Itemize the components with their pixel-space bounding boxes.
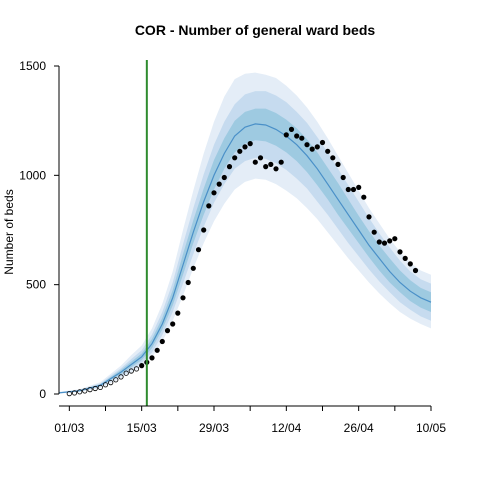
x-tick-label: 29/03	[199, 421, 229, 435]
y-tick-label: 0	[39, 387, 46, 401]
observed-point	[288, 126, 295, 132]
observed-point	[371, 229, 377, 235]
observed-point	[299, 135, 305, 141]
observed-point	[195, 247, 202, 253]
observed-point-open	[92, 385, 98, 392]
observed-point	[335, 161, 341, 167]
observed-point	[278, 159, 284, 165]
observed-point	[216, 181, 222, 187]
observed-point-open	[102, 382, 109, 388]
observed-point	[387, 238, 393, 244]
observed-point	[330, 155, 336, 161]
observed-point-open	[133, 366, 140, 372]
x-tick-label: 01/03	[54, 421, 84, 435]
chart-title: COR - Number of general ward beds	[135, 22, 376, 38]
observed-point	[221, 174, 227, 181]
observed-point	[175, 310, 181, 316]
y-tick-label: 500	[26, 278, 46, 292]
observed-point	[139, 362, 145, 369]
observed-point	[263, 164, 269, 170]
observed-point	[340, 174, 346, 181]
observed-point	[309, 146, 315, 152]
observed-point	[252, 159, 258, 165]
observed-point-open	[97, 384, 103, 390]
x-tick-label: 15/03	[127, 421, 157, 435]
observed-point-open	[118, 374, 124, 380]
observed-point	[350, 186, 357, 193]
observed-point	[402, 255, 408, 261]
observed-point-open	[128, 368, 134, 374]
observed-point	[314, 144, 320, 150]
observed-point	[397, 249, 403, 255]
observed-point	[237, 148, 243, 154]
y-axis-label: Number of beds	[2, 189, 16, 274]
observed-point	[294, 133, 300, 139]
observed-point	[304, 142, 310, 148]
observed-point	[154, 347, 160, 353]
observed-point	[407, 261, 413, 267]
observed-point	[325, 148, 331, 154]
uncertainty-bands	[59, 72, 431, 394]
observed-point	[226, 164, 233, 170]
observed-point-open	[77, 389, 83, 395]
observed-point	[356, 184, 362, 190]
observed-point-open	[108, 379, 114, 386]
observed-point-open	[87, 386, 93, 393]
observed-point	[273, 166, 279, 172]
observed-point	[366, 214, 372, 220]
observed-point	[206, 203, 212, 209]
observed-point	[381, 240, 388, 246]
observed-point	[180, 295, 186, 301]
y-tick-label: 1500	[19, 59, 46, 73]
observed-point	[232, 155, 238, 161]
observed-point	[164, 327, 171, 334]
x-tick-label: 12/04	[271, 421, 301, 435]
observed-point	[268, 161, 274, 167]
observed-point	[361, 194, 367, 200]
x-tick-label: 26/04	[344, 421, 374, 435]
y-tick-label: 1000	[19, 168, 46, 182]
observed-point	[257, 155, 264, 161]
observed-point	[412, 267, 419, 274]
observed-point	[283, 132, 289, 138]
observed-point-open	[71, 390, 78, 396]
observed-point-open	[66, 390, 72, 397]
observed-point	[319, 139, 326, 146]
observed-point-open	[123, 370, 129, 376]
observed-point	[201, 227, 207, 233]
x-tick-label: 10/05	[416, 421, 446, 435]
observed-point	[211, 190, 217, 196]
observed-point	[376, 239, 382, 245]
observed-point	[392, 236, 398, 242]
observed-point	[242, 144, 248, 150]
observed-point	[345, 186, 351, 193]
observed-point	[159, 338, 165, 345]
observed-point-open	[113, 377, 119, 383]
observed-point	[247, 141, 253, 147]
observed-point	[190, 265, 196, 271]
observed-point	[185, 279, 191, 286]
observed-point	[170, 321, 176, 327]
observed-point	[149, 355, 155, 361]
middle-uncertainty-band	[59, 91, 431, 394]
observed-points	[66, 126, 419, 397]
axes: 0 500 1000 1500 01/03 15/03 29/03 12/04 26/04 10/…	[19, 59, 446, 435]
observed-point-open	[82, 388, 88, 394]
